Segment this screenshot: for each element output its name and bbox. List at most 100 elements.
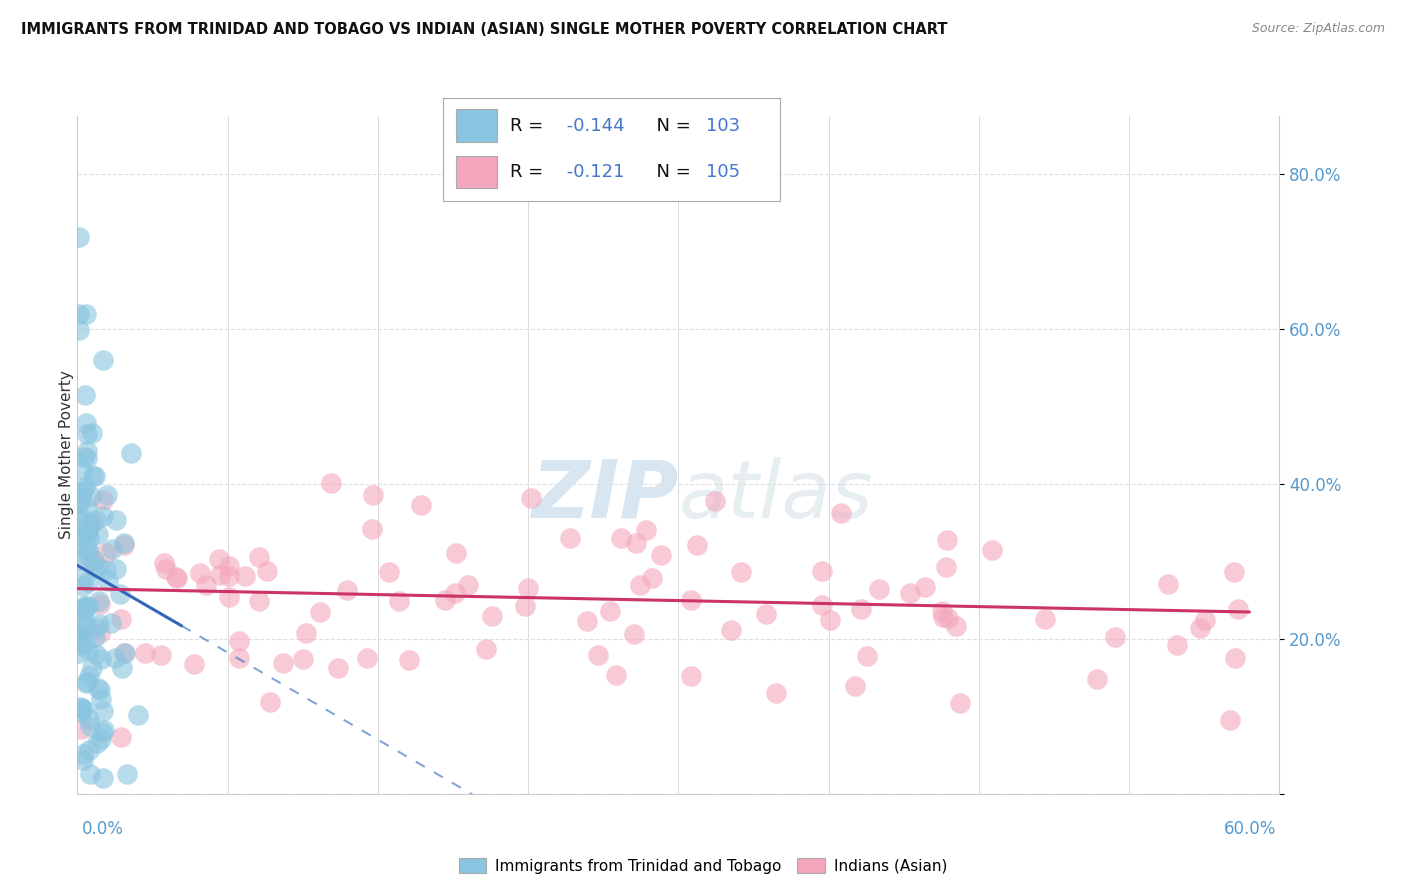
Point xyxy=(111,661,134,675)
Point xyxy=(93,723,115,737)
Point xyxy=(77,712,100,726)
Text: R =: R = xyxy=(510,117,550,135)
Point xyxy=(1223,651,1246,665)
Point xyxy=(520,491,543,505)
Point xyxy=(610,531,633,545)
Point xyxy=(931,604,953,618)
Point xyxy=(75,307,97,321)
Point xyxy=(326,661,349,675)
Point xyxy=(112,646,135,660)
Point xyxy=(84,561,107,575)
Point xyxy=(765,686,787,700)
Point xyxy=(67,646,90,660)
Point xyxy=(89,683,111,698)
Text: -0.121: -0.121 xyxy=(561,163,624,181)
Point xyxy=(69,699,91,714)
Point xyxy=(67,625,90,640)
Point xyxy=(256,564,278,578)
Point xyxy=(76,549,98,564)
Point xyxy=(91,493,114,508)
Legend: Immigrants from Trinidad and Tobago, Indians (Asian): Immigrants from Trinidad and Tobago, Ind… xyxy=(453,852,953,880)
Point xyxy=(75,620,97,634)
Point xyxy=(1157,576,1180,591)
Point xyxy=(84,468,107,483)
Point xyxy=(360,522,382,536)
Point xyxy=(76,426,98,441)
Point xyxy=(72,450,94,464)
Point xyxy=(443,586,465,600)
Point xyxy=(851,602,873,616)
Point xyxy=(1223,566,1246,580)
Point xyxy=(91,509,114,524)
Point xyxy=(96,488,118,502)
Point xyxy=(935,560,957,574)
Point xyxy=(83,630,105,644)
Point xyxy=(1166,638,1188,652)
Point xyxy=(516,581,538,595)
Point xyxy=(166,571,188,585)
Point xyxy=(336,583,359,598)
Point xyxy=(87,527,110,541)
Point xyxy=(914,580,936,594)
Point xyxy=(100,616,122,631)
Point xyxy=(218,590,240,604)
Point xyxy=(67,631,90,645)
Bar xyxy=(457,110,496,142)
Point xyxy=(69,510,91,524)
Point xyxy=(586,648,609,662)
Point xyxy=(1033,612,1056,626)
Point xyxy=(90,732,112,747)
Point xyxy=(932,610,955,624)
Point xyxy=(75,417,97,431)
Point xyxy=(218,569,240,583)
Point xyxy=(686,538,709,552)
Point xyxy=(247,594,270,608)
Point xyxy=(69,638,91,652)
Point xyxy=(86,681,108,695)
Point xyxy=(77,669,100,683)
Point xyxy=(560,532,582,546)
Point xyxy=(89,626,111,640)
Text: 105: 105 xyxy=(706,163,740,181)
Text: R =: R = xyxy=(510,163,550,181)
Point xyxy=(356,651,378,665)
Point xyxy=(188,566,211,581)
Point xyxy=(898,586,921,600)
Point xyxy=(67,323,90,337)
Point xyxy=(1085,672,1108,686)
Point xyxy=(195,577,218,591)
Point xyxy=(624,536,647,550)
Point xyxy=(128,708,150,723)
Point xyxy=(378,566,401,580)
Point xyxy=(67,496,90,510)
Point xyxy=(114,646,136,660)
Point xyxy=(72,747,94,761)
Point xyxy=(91,352,114,367)
Point xyxy=(273,657,295,671)
Point xyxy=(76,675,98,690)
Point xyxy=(77,543,100,558)
Point xyxy=(77,524,100,539)
Point xyxy=(73,599,96,613)
Point xyxy=(218,558,240,573)
Point xyxy=(72,511,94,525)
Point xyxy=(650,548,672,562)
Point xyxy=(1194,613,1216,627)
Point xyxy=(86,647,108,661)
Point xyxy=(75,600,97,615)
Point xyxy=(112,538,135,552)
Point xyxy=(291,652,314,666)
Point xyxy=(82,468,104,483)
Point xyxy=(90,692,112,706)
Point xyxy=(93,705,115,719)
Point xyxy=(72,579,94,593)
Point xyxy=(165,570,187,584)
Point xyxy=(575,614,598,628)
Point xyxy=(72,753,94,767)
Point xyxy=(90,725,112,739)
Point xyxy=(70,606,93,620)
Point xyxy=(183,657,205,672)
Point xyxy=(411,498,433,512)
Point xyxy=(811,599,834,613)
Point xyxy=(513,599,536,613)
